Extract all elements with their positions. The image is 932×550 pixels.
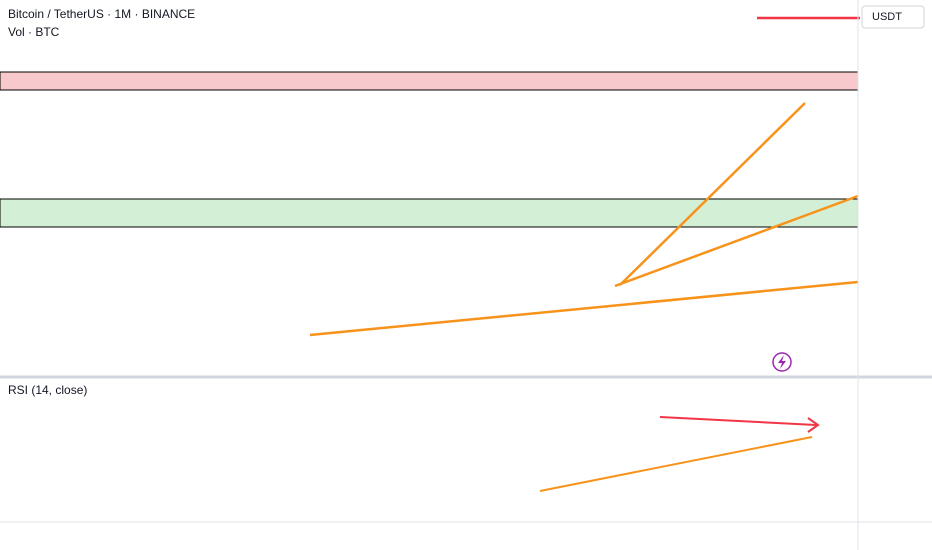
- currency: USDT: [872, 11, 902, 23]
- rsi-trend-line: [659, 416, 817, 426]
- support-zone: [0, 198, 859, 228]
- trend-line: [619, 102, 806, 286]
- trend-line: [309, 280, 859, 337]
- symbol-title: Bitcoin / TetherUS · 1M · BINANCE: [8, 7, 195, 21]
- rsi-arrow: [807, 417, 820, 433]
- rsi-trend-line: [539, 436, 813, 492]
- trend-lines: [309, 102, 859, 337]
- trend-line: [614, 194, 859, 288]
- resistance-zone: [0, 71, 859, 91]
- volume-label: Vol · BTC: [8, 25, 60, 39]
- lightning-glyph: [778, 355, 786, 369]
- rsi-label: RSI (14, close): [8, 383, 87, 397]
- currency-button[interactable]: [861, 5, 925, 29]
